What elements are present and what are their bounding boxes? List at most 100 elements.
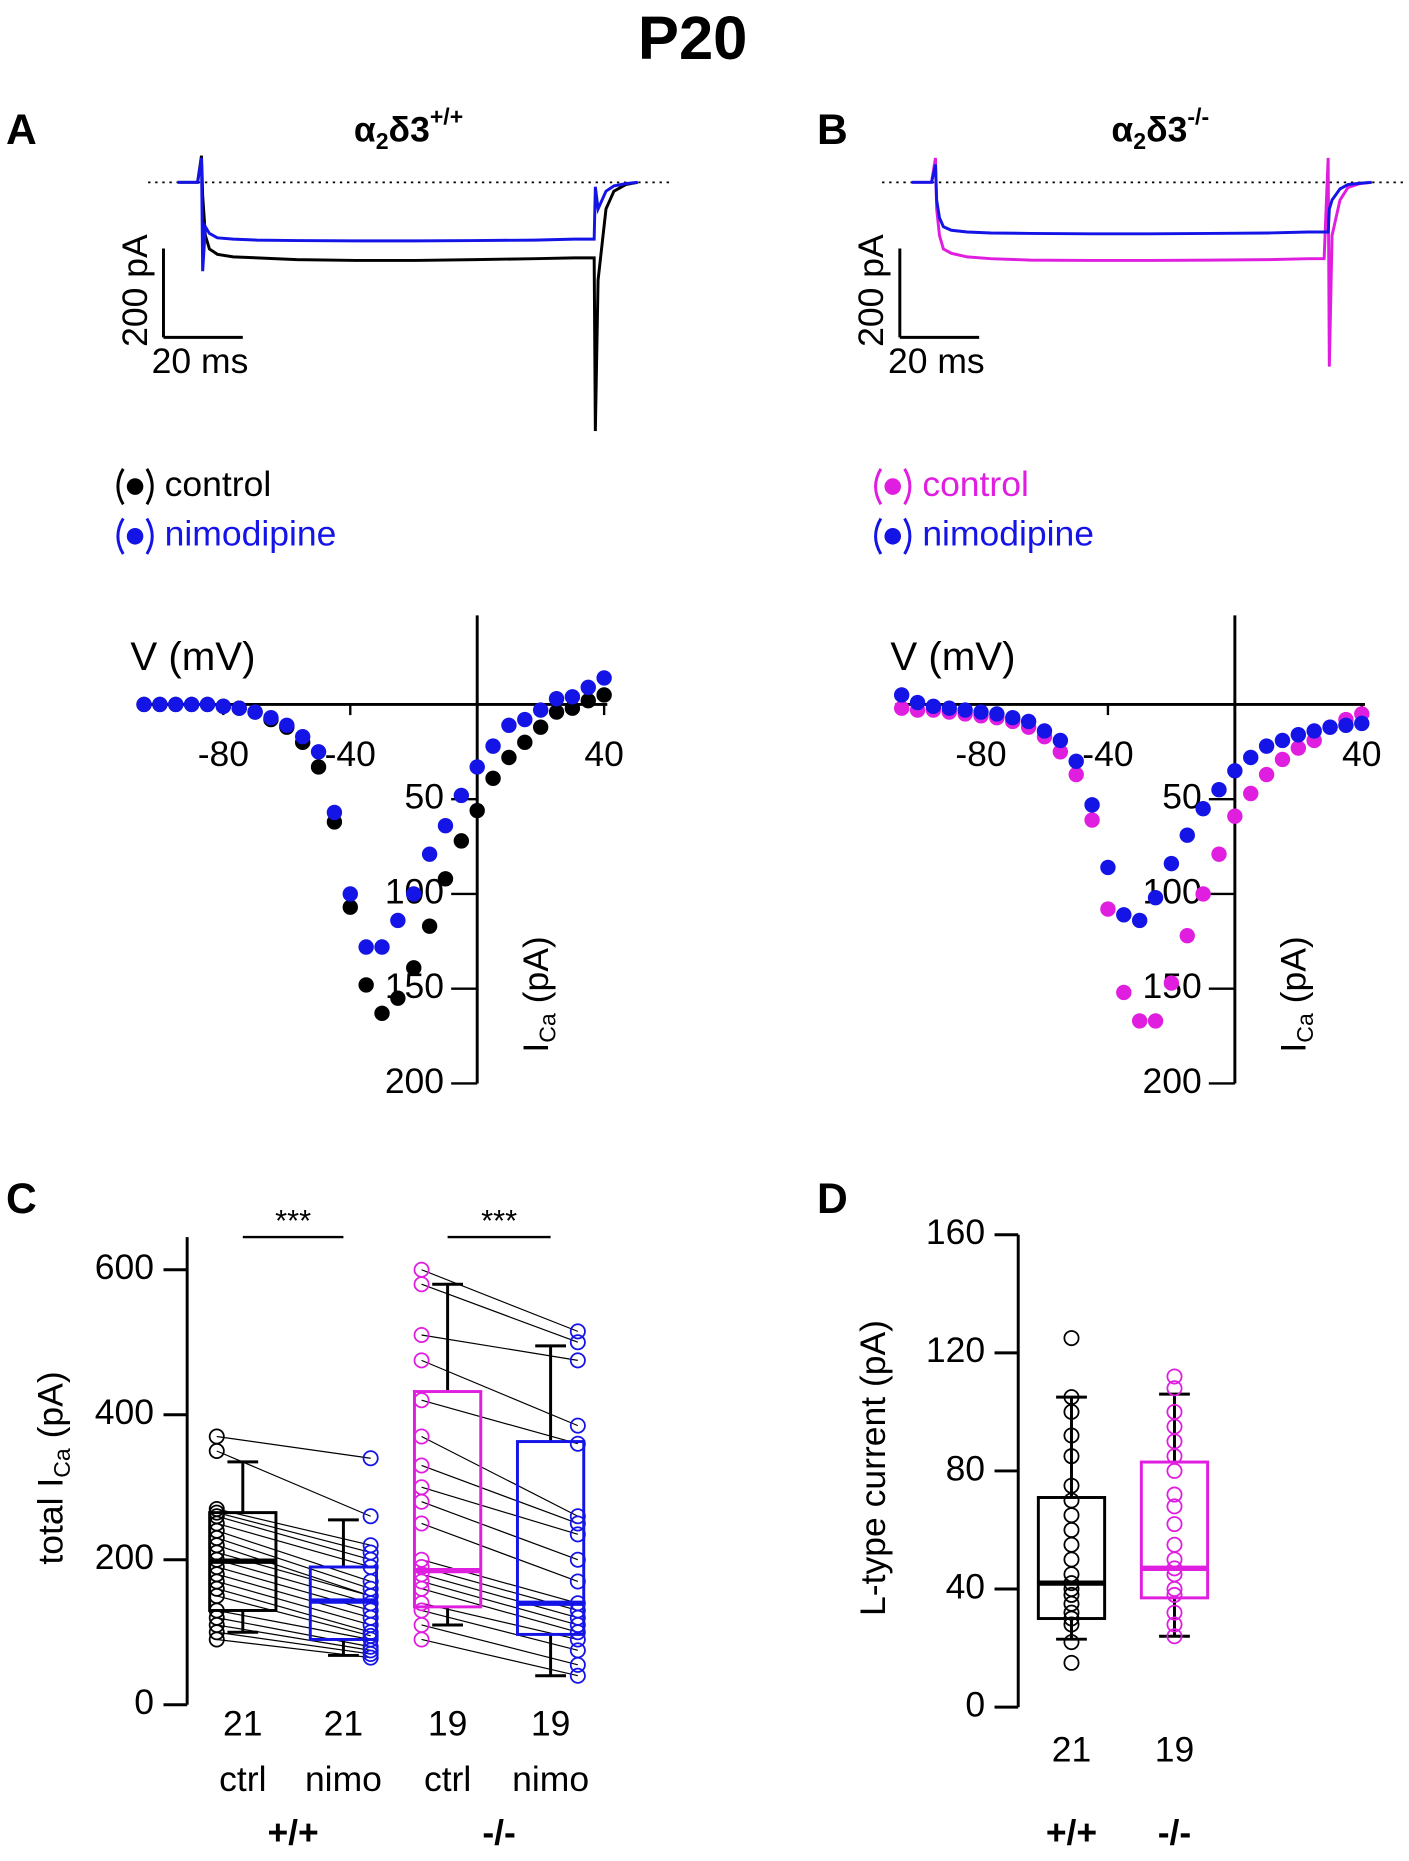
- iv-point: [152, 696, 168, 713]
- pair-line: [216, 1512, 371, 1554]
- data-point: [1166, 1368, 1183, 1385]
- box: [1139, 1460, 1210, 1600]
- iv-point: [1211, 846, 1227, 862]
- data-point: [1166, 1581, 1183, 1598]
- iv-point: [1179, 927, 1195, 944]
- pair-line: [421, 1399, 578, 1445]
- iv-point: [1084, 812, 1100, 828]
- pair-line: [421, 1269, 579, 1332]
- data-point: [1166, 1380, 1183, 1397]
- data-point: [413, 1352, 430, 1369]
- box: [1036, 1496, 1107, 1621]
- legend-paren: [903, 517, 912, 555]
- n-label: 21: [1052, 1729, 1092, 1769]
- pair-line: [216, 1537, 371, 1590]
- y-tick-label: 160: [926, 1212, 985, 1252]
- genotype-label: -/-: [482, 1812, 516, 1852]
- panel-label: B: [817, 106, 848, 154]
- pair-line: [216, 1522, 371, 1568]
- data-point: [1063, 1575, 1080, 1592]
- current-trace: [911, 157, 1372, 367]
- iv-point: [263, 710, 279, 726]
- legend-marker: [884, 478, 902, 495]
- iv-point: [406, 960, 422, 976]
- iv-point: [532, 719, 549, 735]
- iv-point: [374, 939, 390, 955]
- iv-point: [1243, 749, 1259, 766]
- iv-point: [501, 717, 517, 733]
- iv-point: [469, 759, 485, 775]
- group-label: nimo: [305, 1759, 382, 1799]
- data-point: [1166, 1586, 1183, 1603]
- pair-line: [216, 1559, 371, 1604]
- current-trace: [177, 157, 638, 272]
- legend-label: nimodipine: [922, 514, 1094, 554]
- iv-point: [1005, 710, 1021, 726]
- iv-point: [453, 787, 470, 804]
- pair-line: [421, 1559, 578, 1604]
- iv-point: [501, 749, 517, 766]
- iv-point: [1306, 723, 1322, 739]
- group-label: nimo: [512, 1759, 589, 1799]
- iv-point: [469, 802, 485, 819]
- panel-title-part: 2: [1133, 128, 1146, 154]
- significance-label: ***: [481, 1203, 517, 1238]
- legend-label: control: [165, 464, 272, 504]
- iv-point: [596, 687, 612, 703]
- iv-point: [517, 734, 533, 751]
- iv-point: [279, 717, 295, 733]
- y-axis-label-part: I: [516, 1043, 556, 1053]
- iv-point: [390, 912, 406, 929]
- data-point: [413, 1276, 430, 1293]
- pair-line: [216, 1631, 371, 1655]
- group-label: ctrl: [424, 1759, 471, 1799]
- iv-point: [168, 696, 184, 713]
- y-tick-label: 0: [965, 1684, 985, 1724]
- iv-point: [1290, 740, 1307, 756]
- iv-point: [973, 704, 989, 720]
- y-axis-label: ICa (pA): [1274, 936, 1318, 1052]
- legend-paren: [874, 517, 883, 555]
- data-point: [569, 1352, 586, 1369]
- iv-point: [437, 818, 454, 834]
- iv-point: [1131, 912, 1148, 929]
- scalebar-y-label: 200 pA: [115, 234, 155, 347]
- n-label: 19: [428, 1703, 468, 1743]
- data-point: [362, 1508, 379, 1525]
- y-tick-label: 200: [385, 1061, 444, 1101]
- iv-point: [485, 770, 501, 787]
- iv-point: [1258, 766, 1275, 783]
- pair-line: [216, 1530, 371, 1583]
- data-point: [569, 1656, 586, 1673]
- iv-point: [1100, 901, 1116, 917]
- data-point: [1063, 1654, 1080, 1671]
- n-label: 21: [324, 1703, 364, 1743]
- iv-point: [989, 706, 1005, 722]
- iv-point: [1068, 753, 1084, 769]
- legend-marker: [126, 527, 144, 545]
- y-axis-label-part: (pA): [516, 936, 556, 1013]
- iv-point: [247, 704, 263, 720]
- legend-paren: [116, 517, 125, 555]
- iv-point: [957, 702, 973, 718]
- pair-line: [421, 1522, 579, 1583]
- iv-point: [326, 804, 343, 821]
- y-axis-label-part: Ca: [535, 1013, 561, 1043]
- iv-point: [215, 698, 232, 715]
- data-point: [1063, 1536, 1080, 1553]
- iv-point: [1195, 800, 1211, 817]
- pair-line: [216, 1595, 371, 1637]
- data-point: [362, 1551, 379, 1568]
- y-tick-label: 200: [1142, 1061, 1201, 1101]
- iv-point: [1274, 751, 1291, 768]
- iv-point: [580, 692, 596, 709]
- data-point: [569, 1624, 586, 1641]
- iv-point: [1052, 732, 1069, 749]
- iv-point: [1274, 732, 1291, 749]
- legend-paren: [116, 468, 125, 506]
- y-tick-label: 50: [1162, 777, 1202, 817]
- data-point: [1166, 1462, 1183, 1479]
- scalebar-y-label: 200 pA: [851, 234, 891, 347]
- iv-point: [1211, 782, 1227, 798]
